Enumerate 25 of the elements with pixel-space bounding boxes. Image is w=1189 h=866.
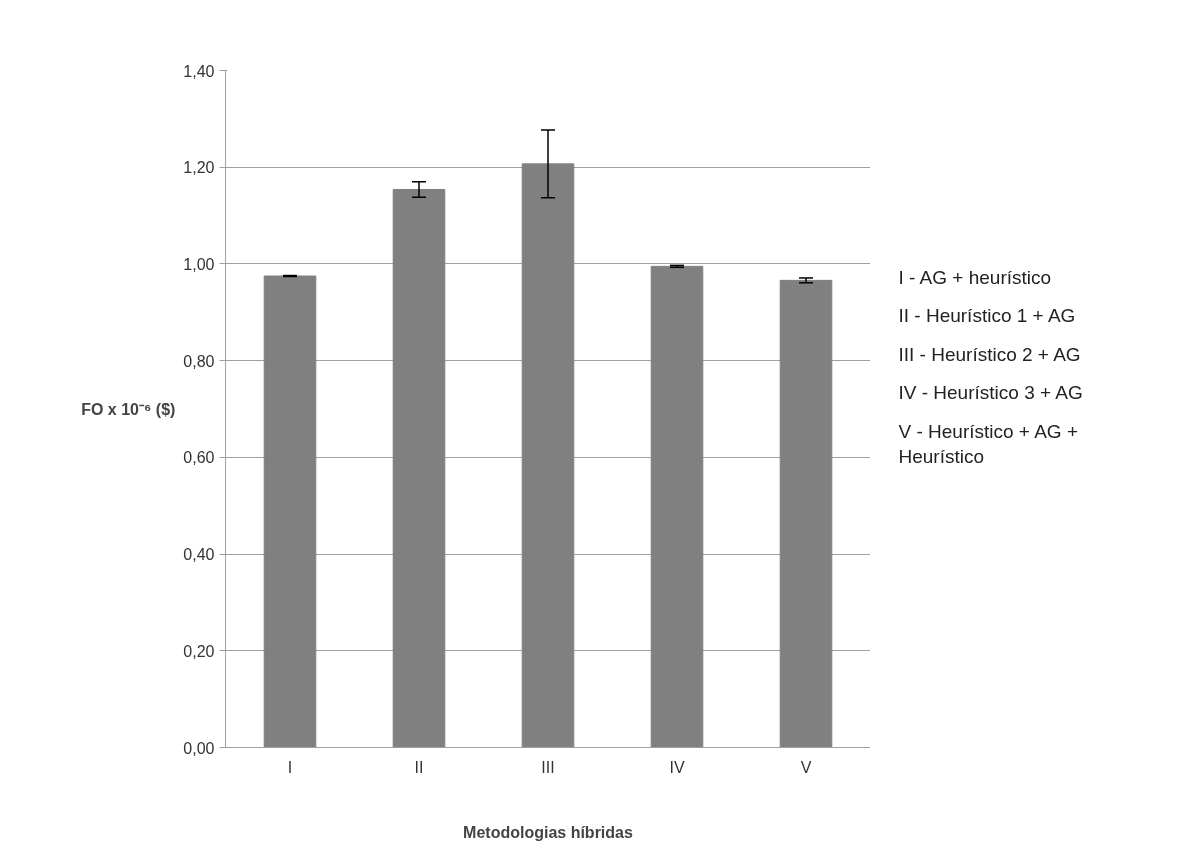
bar [779, 279, 833, 748]
x-tick-label: IV [669, 758, 685, 776]
x-tick-label: II [414, 758, 424, 776]
bar [521, 163, 575, 748]
text: I - AG + heurístico [898, 266, 1052, 288]
bar [650, 265, 704, 748]
text: V - Heurístico + AG + Heurístico [898, 420, 1079, 467]
y-tick-label: 0,60 [183, 449, 215, 467]
bar [392, 188, 446, 748]
y-tick-label: 0,00 [183, 739, 215, 757]
x-tick-label: III [541, 758, 555, 776]
bar [263, 275, 317, 748]
y-axis-title: FO x 10⁻⁶ ($) [81, 400, 176, 418]
y-tick-label: 0,40 [183, 546, 215, 564]
y-tick-label: 1,20 [183, 159, 215, 177]
y-tick-label: 1,40 [183, 62, 215, 80]
text: II - Heurístico 1 + AG [898, 305, 1076, 327]
y-tick-label: 0,80 [183, 352, 215, 370]
y-tick-label: 1,00 [183, 255, 215, 273]
x-tick-label: I [287, 758, 293, 776]
x-axis-title: Metodologias híbridas [463, 823, 633, 841]
text: III - Heurístico 2 + AG [898, 343, 1081, 365]
x-tick-label: V [800, 758, 812, 776]
y-tick-label: 0,20 [183, 642, 215, 660]
text: IV - Heurístico 3 + AG [898, 382, 1083, 404]
